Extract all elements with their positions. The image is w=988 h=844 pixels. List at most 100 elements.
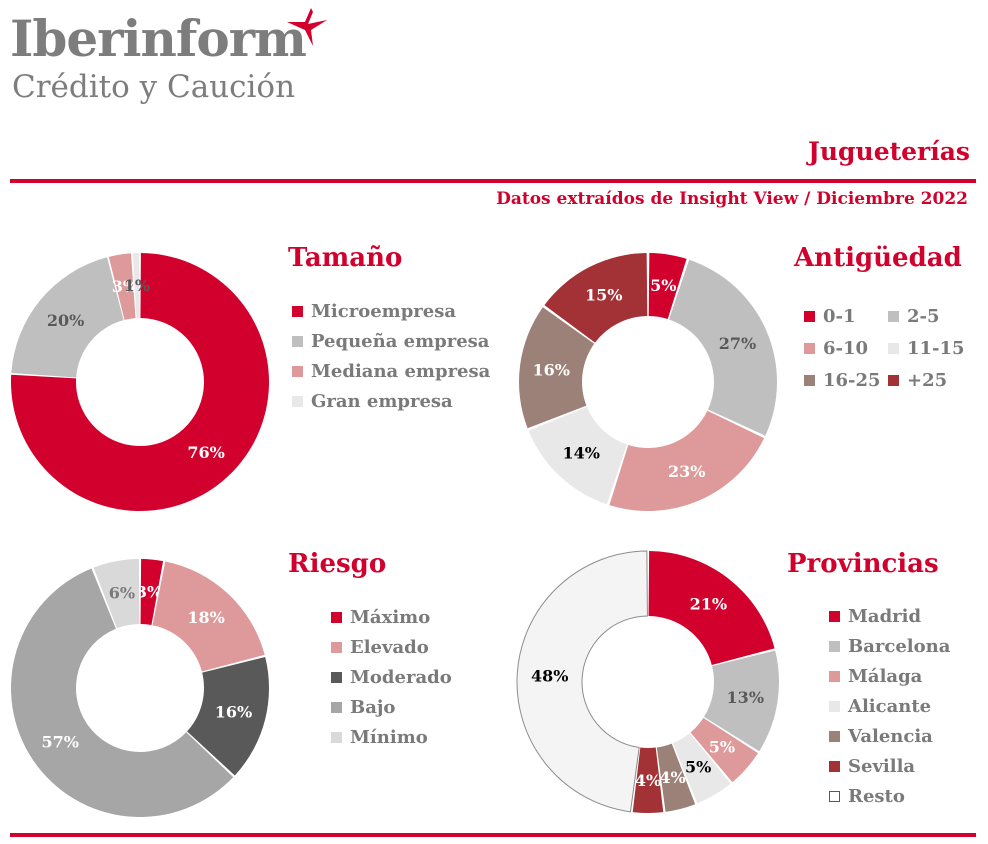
legend-label: Alicante xyxy=(848,695,932,717)
footer-divider xyxy=(10,833,976,837)
legend-riesgo: Máximo Elevado Moderado Bajo Mínimo xyxy=(331,602,452,752)
legend-swatch xyxy=(804,310,815,322)
legend-label: Madrid xyxy=(848,605,922,627)
slice-tamano-mediana-empresa xyxy=(108,253,136,320)
data-label-riesgo-bajo: 57% xyxy=(41,733,78,752)
legend-item-provincias-madrid: Madrid xyxy=(829,601,950,631)
legend-item-riesgo-elevado: Elevado xyxy=(331,632,452,662)
data-label-provincias-valencia: 4% xyxy=(659,768,685,787)
slice-provincias-barcelona xyxy=(704,650,779,752)
data-label-riesgo-moderado: 16% xyxy=(215,702,252,721)
legend-swatch xyxy=(331,701,342,713)
legend-antiguedad: 0-1 2-5 6-10 11-15 16-25 +25 xyxy=(804,300,972,396)
slice-riesgo-moderado xyxy=(187,657,269,776)
legend-swatch xyxy=(829,790,840,802)
legend-label: 6-10 xyxy=(823,337,869,359)
legend-label: 0-1 xyxy=(823,305,856,327)
slice-antiguedad-0-1 xyxy=(648,253,687,320)
slice-riesgo-minimo xyxy=(93,559,140,629)
data-label-provincias-alicante: 5% xyxy=(685,757,711,776)
legend-item-provincias-malaga: Málaga xyxy=(829,661,950,691)
legend-swatch xyxy=(292,335,303,347)
legend-label: Máximo xyxy=(350,606,431,628)
legend-swatch xyxy=(829,760,840,772)
legend-item-provincias-alicante: Alicante xyxy=(829,691,950,721)
legend-swatch xyxy=(829,640,840,652)
legend-item-tamano-gran-empresa: Gran empresa xyxy=(292,386,490,416)
legend-swatch xyxy=(331,671,342,683)
legend-label: Bajo xyxy=(350,696,396,718)
legend-label: Sevilla xyxy=(848,755,916,777)
data-label-antiguedad-0-1: 5% xyxy=(650,276,676,295)
legend-item-antiguedad-0-1: 0-1 xyxy=(804,300,888,332)
legend-swatch xyxy=(829,730,840,742)
header-divider xyxy=(10,179,976,183)
logo-subtitle: Crédito y Caución xyxy=(12,69,296,105)
source-note: Datos extraídos de Insight View / Diciem… xyxy=(496,189,968,209)
chart-title-antiguedad: Antigüedad xyxy=(794,243,962,273)
slice-tamano-microempresa xyxy=(11,253,270,511)
logo-name: Iberinform xyxy=(10,9,307,68)
slice-provincias-malaga xyxy=(690,717,758,783)
legend-swatch xyxy=(888,342,899,354)
legend-item-provincias-barcelona: Barcelona xyxy=(829,631,950,661)
legend-swatch xyxy=(829,700,840,712)
legend-swatch xyxy=(829,610,840,622)
legend-item-tamano-mediana-empresa: Mediana empresa xyxy=(292,356,490,386)
data-label-antiguedad-2-5: 27% xyxy=(719,334,756,353)
legend-label: Gran empresa xyxy=(311,390,453,412)
legend-label: Microempresa xyxy=(311,300,457,322)
legend-item-riesgo-bajo: Bajo xyxy=(331,692,452,722)
legend-item-riesgo-maximo: Máximo xyxy=(331,602,452,632)
data-label-tamano-mediana-empresa: 3% xyxy=(112,277,138,296)
legend-item-antiguedad-25: +25 xyxy=(888,364,972,396)
legend-item-antiguedad-16-25: 16-25 xyxy=(804,364,888,396)
slice-riesgo-bajo xyxy=(11,568,234,818)
legend-item-riesgo-moderado: Moderado xyxy=(331,662,452,692)
data-label-antiguedad-6-10: 23% xyxy=(668,462,705,481)
legend-label: Mediana empresa xyxy=(311,360,491,382)
data-label-riesgo-maximo: 3% xyxy=(136,582,162,601)
legend-label: Málaga xyxy=(848,665,923,687)
legend-swatch xyxy=(888,374,899,386)
chart-title-riesgo: Riesgo xyxy=(288,549,387,579)
legend-swatch xyxy=(292,395,303,407)
legend-tamano: Microempresa Pequeña empresa Mediana empre… xyxy=(292,296,490,416)
legend-label: 11-15 xyxy=(907,337,965,359)
legend-swatch xyxy=(804,342,815,354)
legend-label: +25 xyxy=(907,369,948,391)
data-label-provincias-sevilla: 4% xyxy=(635,771,661,790)
legend-item-antiguedad-2-5: 2-5 xyxy=(888,300,972,332)
legend-swatch xyxy=(331,611,342,623)
legend-swatch xyxy=(331,641,342,653)
slice-antiguedad-25 xyxy=(544,253,648,343)
slice-tamano-gran-empresa xyxy=(132,253,140,319)
legend-swatch xyxy=(292,365,303,377)
data-label-provincias-malaga: 5% xyxy=(709,738,735,757)
slice-antiguedad-6-10 xyxy=(609,410,765,511)
legend-label: 16-25 xyxy=(823,369,881,391)
data-label-provincias-barcelona: 13% xyxy=(727,688,764,707)
legend-swatch xyxy=(888,310,899,322)
legend-label: Barcelona xyxy=(848,635,951,657)
slice-antiguedad-11-15 xyxy=(528,406,627,505)
slice-riesgo-elevado xyxy=(152,561,265,672)
legend-item-tamano-microempresa: Microempresa xyxy=(292,296,490,326)
legend-item-provincias-valencia: Valencia xyxy=(829,721,950,751)
legend-label: Valencia xyxy=(848,725,933,747)
legend-swatch xyxy=(829,670,840,682)
slice-tamano-pequena-empresa xyxy=(11,257,124,378)
data-label-tamano-pequena-empresa: 20% xyxy=(47,311,84,330)
legend-swatch xyxy=(331,731,342,743)
data-label-antiguedad-16-25: 16% xyxy=(533,360,570,379)
legend-item-riesgo-minimo: Mínimo xyxy=(331,722,452,752)
page-title: Jugueterías xyxy=(808,137,970,166)
slice-provincias-valencia xyxy=(656,743,696,812)
data-label-tamano-microempresa: 76% xyxy=(187,443,224,462)
chart-title-tamano: Tamaño xyxy=(288,243,403,273)
slice-antiguedad-2-5 xyxy=(669,259,777,436)
